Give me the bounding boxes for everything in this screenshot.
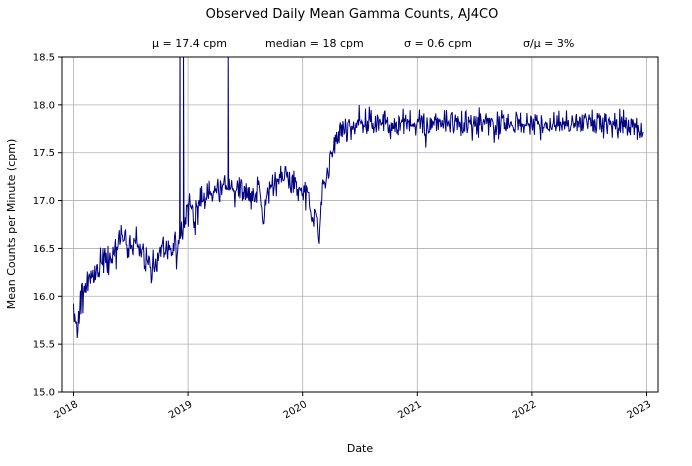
- x-tick-label: 2019: [167, 399, 195, 421]
- stat-sigma: σ = 0.6 cpm: [404, 37, 472, 50]
- series-line: [73, 57, 644, 339]
- y-tick-label: 16.5: [33, 244, 55, 255]
- y-tick-label: 18.5: [33, 53, 55, 64]
- x-tick-label: 2018: [52, 399, 80, 421]
- gridlines: [62, 56, 658, 393]
- stat-mean: μ = 17.4 cpm: [152, 37, 227, 50]
- plot-area: 2018 2019 2020 2021 2022 2023 15.0 15.5 16.0 16.5…: [33, 53, 659, 421]
- y-tick-label: 16.0: [33, 292, 55, 303]
- stat-median: median = 18 cpm: [265, 37, 364, 50]
- x-tick-label: 2020: [282, 399, 310, 421]
- y-tick-label: 15.5: [33, 340, 55, 351]
- y-tick-label: 17.5: [33, 148, 55, 159]
- axes-spines: [61, 56, 659, 393]
- y-tick-label: 17.0: [33, 196, 55, 207]
- x-tick-label: 2023: [625, 399, 653, 421]
- x-tick-label: 2021: [396, 399, 424, 421]
- stat-cv: σ/μ = 3%: [523, 37, 574, 50]
- x-tick-label: 2022: [511, 399, 539, 421]
- y-tick-label: 15.0: [33, 388, 55, 399]
- y-axis-label: Mean Counts per Minute (cpm): [5, 139, 18, 310]
- x-axis-label: Date: [347, 442, 374, 455]
- y-tick-label: 18.0: [33, 100, 55, 111]
- chart-title: Observed Daily Mean Gamma Counts, AJ4CO: [206, 7, 499, 22]
